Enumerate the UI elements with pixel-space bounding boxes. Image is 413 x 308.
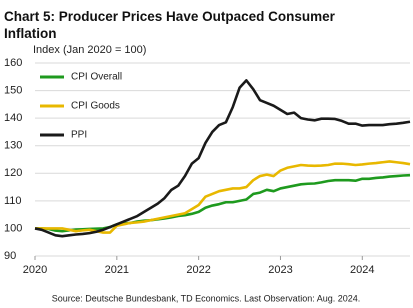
series-line (35, 173, 411, 233)
x-tick-label: 2024 (350, 264, 374, 276)
y-tick-label: 110 (4, 195, 22, 207)
legend-label: PPI (71, 130, 87, 141)
x-tick-label: 2023 (268, 264, 292, 276)
y-tick-label: 120 (4, 167, 22, 179)
series-line (34, 79, 411, 238)
y-tick-label: 140 (4, 112, 22, 124)
y-tick-label: 90 (4, 250, 16, 262)
y-tick-label: 130 (4, 140, 22, 152)
x-tick-label: 2022 (186, 264, 210, 276)
x-tick-label: 2021 (105, 264, 129, 276)
y-tick-label: 160 (4, 57, 22, 69)
source: Source: Deutsche Bundesbank, TD Economic… (52, 293, 361, 303)
series-line (35, 160, 411, 234)
chart-title: Chart 5: Producer Prices Have Outpaced C… (4, 9, 339, 41)
legend-label: CPI Overall (71, 72, 122, 83)
x-tick-label: 2020 (23, 264, 47, 276)
y-tick-label: 100 (4, 222, 22, 234)
legend-label: CPI Goods (71, 101, 120, 112)
subtitle: Index (Jan 2020 = 100) (33, 44, 146, 56)
y-tick-label: 150 (4, 84, 22, 96)
